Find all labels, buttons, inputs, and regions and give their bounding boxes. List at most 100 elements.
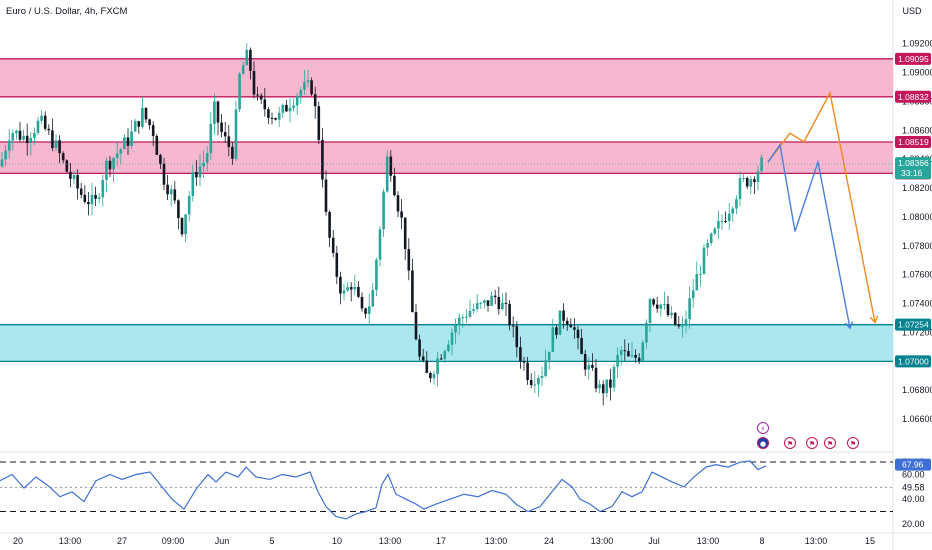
time-tick-label: 13:00 <box>591 536 614 546</box>
candle-body <box>245 49 249 66</box>
price-tick-label: 1.08200 <box>902 183 932 193</box>
candle-body <box>738 178 742 200</box>
rsi-current-tag-bg <box>895 458 931 471</box>
candle-body <box>191 171 195 197</box>
candle-body <box>727 213 731 222</box>
orange-projection[interactable] <box>767 90 876 323</box>
candle-body <box>209 123 213 154</box>
candle-body <box>652 299 655 305</box>
blue-projection[interactable] <box>767 142 851 329</box>
us-flag-icon-1-glyph: ⚑ <box>787 440 793 448</box>
candle-body <box>717 221 720 229</box>
candle-body <box>468 310 472 317</box>
candle-body <box>429 372 432 379</box>
price-tag-label: 1.08519 <box>898 137 929 147</box>
us-flag-icon-3[interactable] <box>824 437 836 449</box>
candle-body <box>25 135 29 143</box>
candle-body <box>378 229 382 260</box>
candle-body <box>0 159 4 167</box>
candle-body <box>475 303 479 310</box>
candle-body <box>724 221 727 223</box>
candle-body <box>169 189 173 195</box>
candle-body <box>573 327 576 330</box>
candle-body <box>198 166 202 178</box>
currency-label[interactable]: USD <box>902 6 922 16</box>
candle-body <box>7 140 11 151</box>
candle-body <box>558 310 562 335</box>
us-flag-icon-3-glyph: ⚑ <box>827 440 833 448</box>
candle-body <box>720 221 724 223</box>
candle-body <box>213 101 216 124</box>
candle-body <box>673 312 677 325</box>
candle-body <box>432 374 436 379</box>
candle-body <box>18 130 22 140</box>
candle-body <box>551 327 555 352</box>
candle-body <box>324 179 328 212</box>
candle-body <box>436 358 439 375</box>
candle-body <box>285 104 288 112</box>
us-flag-icon-2[interactable] <box>806 437 818 449</box>
candle-body <box>335 252 339 277</box>
lightning-icon[interactable] <box>757 422 769 434</box>
candle-body <box>375 259 378 290</box>
candle-body <box>522 361 526 363</box>
candle-body <box>637 357 641 361</box>
candle-body <box>126 137 130 146</box>
candle-body <box>231 146 234 159</box>
candle-body <box>544 360 547 376</box>
candle-body <box>33 132 36 138</box>
candle-body <box>155 135 159 155</box>
candle-body <box>342 290 346 294</box>
candle-body <box>702 247 706 274</box>
candle-body <box>450 332 454 345</box>
candle-body <box>461 317 465 319</box>
candle-body <box>418 339 421 357</box>
rsi-current-label: 67.96 <box>902 460 924 470</box>
candle-body <box>22 135 25 140</box>
candle-body <box>403 217 407 250</box>
candle-body <box>180 218 184 235</box>
candle-body <box>133 121 137 132</box>
candle-body <box>94 194 97 199</box>
price-tag-label: 1.07254 <box>898 320 929 330</box>
candle-body <box>270 117 274 119</box>
time-tick-label: 20 <box>13 536 23 546</box>
candle-body <box>144 107 148 120</box>
candle-body <box>61 153 65 161</box>
candle-body <box>43 115 47 129</box>
candle-body <box>184 214 187 235</box>
candle-body <box>393 175 396 196</box>
price-tick-label: 1.08000 <box>902 212 932 222</box>
candle-body <box>706 242 709 248</box>
candle-body <box>497 297 501 310</box>
candle-body <box>195 171 198 178</box>
time-tick-label: Jul <box>648 536 660 546</box>
candle-body <box>616 354 619 367</box>
candle-body <box>299 89 303 96</box>
candle-body <box>731 208 735 214</box>
candle-body <box>252 71 256 95</box>
candle-body <box>411 270 414 313</box>
candle-body <box>598 384 601 389</box>
price-tick-label: 1.07400 <box>902 299 932 309</box>
time-tick-label: 13:00 <box>697 536 720 546</box>
candle-body <box>310 80 313 95</box>
candle-body <box>87 202 90 205</box>
candle-body <box>439 358 443 360</box>
candle-body <box>663 304 666 306</box>
us-flag-icon-4[interactable] <box>847 437 859 449</box>
candle-body <box>15 130 18 134</box>
candle-body <box>753 179 756 183</box>
candle-body <box>756 171 760 183</box>
candle-body <box>749 179 753 187</box>
candle-body <box>281 104 285 113</box>
us-flag-icon-1[interactable] <box>784 437 796 449</box>
candle-body <box>483 300 486 303</box>
candle-body <box>256 94 259 96</box>
candle-body <box>504 302 508 304</box>
candle-body <box>349 287 353 290</box>
calendar-event-icon[interactable] <box>757 437 769 449</box>
candle-body <box>321 139 324 180</box>
candle-body <box>681 325 684 327</box>
